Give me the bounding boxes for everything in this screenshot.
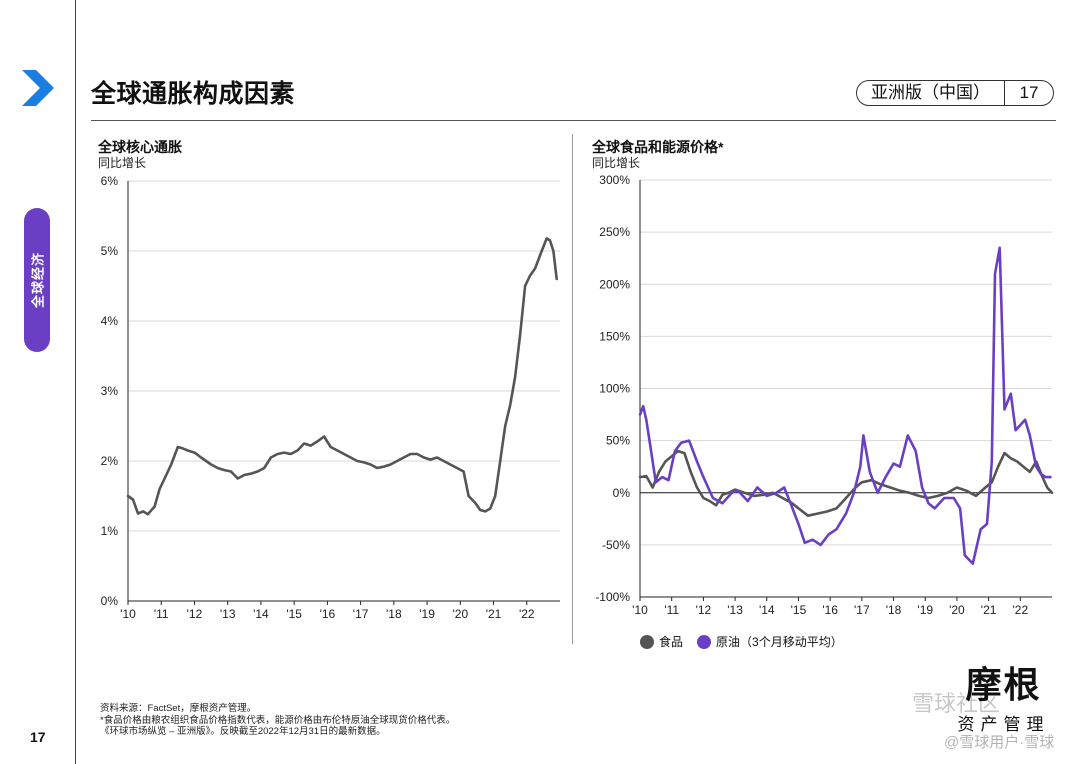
y-tick-label-foodenergy: -50% xyxy=(602,538,630,552)
legend-item-oil: 原油（3个月移动平均） xyxy=(697,633,843,650)
y-tick-label-foodenergy: 200% xyxy=(599,277,630,291)
y-tick-label-foodenergy: 300% xyxy=(599,173,630,187)
y-tick-label-core: 5% xyxy=(101,244,119,258)
x-tick-label-core: '21 xyxy=(486,607,502,621)
left-divider xyxy=(75,0,76,764)
edition-label: 亚洲版（中国） xyxy=(857,81,1005,105)
legend: 食品 原油（3个月移动平均） xyxy=(640,633,857,650)
x-tick-label-core: '14 xyxy=(253,607,269,621)
edition-badge: 亚洲版（中国） 17 xyxy=(856,80,1054,106)
brand-logo-sub: 资产管理 xyxy=(957,715,1050,734)
x-tick-label-foodenergy: '18 xyxy=(886,603,902,617)
legend-item-food: 食品 xyxy=(640,633,683,650)
x-tick-label-core: '20 xyxy=(452,607,468,621)
x-tick-label-foodenergy: '10 xyxy=(632,603,648,617)
page-title: 全球通胀构成因素 xyxy=(91,80,296,108)
legend-label-food: 食品 xyxy=(659,635,684,649)
chevron-right-icon xyxy=(22,70,54,106)
x-tick-label-foodenergy: '17 xyxy=(854,603,870,617)
x-tick-label-core: '17 xyxy=(353,607,369,621)
x-tick-label-core: '12 xyxy=(187,607,203,621)
y-tick-label-foodenergy: 0% xyxy=(613,486,631,500)
series-line-foodenergy-1 xyxy=(638,246,1052,565)
chart-subtitle-food-energy: 同比增长 xyxy=(592,156,641,170)
brand-logo-main: 摩根 xyxy=(965,664,1042,706)
chart-title-core-inflation: 全球核心通胀 xyxy=(98,139,182,155)
title-divider xyxy=(91,120,1056,121)
x-tick-label-core: '10 xyxy=(120,607,136,621)
page-number: 17 xyxy=(30,729,46,745)
chart-divider xyxy=(572,134,573,644)
y-tick-label-foodenergy: -100% xyxy=(595,590,630,604)
x-tick-label-core: '11 xyxy=(154,607,169,621)
footnote-definition: *食品价格由粮农组织食品价格指数代表，能源价格由布伦特原油全球现货价格代表。 xyxy=(100,714,456,726)
footnotes: 资料来源：FactSet，摩根资产管理。 *食品价格由粮农组织食品价格指数代表，… xyxy=(100,703,455,738)
chart-subtitle-core-inflation: 同比增长 xyxy=(98,156,147,170)
x-tick-label-core: '19 xyxy=(419,607,435,621)
edition-page-number: 17 xyxy=(1019,83,1039,102)
x-tick-label-foodenergy: '20 xyxy=(949,603,965,617)
x-tick-label-core: '16 xyxy=(320,607,336,621)
y-tick-label-foodenergy: 250% xyxy=(599,225,630,239)
x-tick-label-core: '22 xyxy=(519,607,535,621)
y-tick-label-foodenergy: 50% xyxy=(606,434,630,448)
y-tick-label-foodenergy: 100% xyxy=(599,382,630,396)
section-tab[interactable]: 全球经济 xyxy=(24,208,50,352)
legend-label-oil: 原油（3个月移动平均） xyxy=(716,635,843,649)
x-tick-label-foodenergy: '16 xyxy=(822,603,838,617)
footnote-source: 资料来源：FactSet，摩根资产管理。 xyxy=(100,703,257,714)
legend-swatch-food xyxy=(640,634,654,649)
y-tick-label-core: 6% xyxy=(101,174,119,188)
legend-swatch-oil xyxy=(697,634,712,649)
x-tick-label-foodenergy: '21 xyxy=(981,603,997,617)
x-tick-label-foodenergy: '15 xyxy=(791,603,807,617)
y-tick-label-core: 4% xyxy=(101,314,119,328)
x-tick-label-core: '18 xyxy=(386,607,402,621)
brand-logo: 摩根 资产管理 xyxy=(946,656,1061,735)
chart-title-food-energy: 全球食品和能源价格* xyxy=(592,139,724,155)
series-line-core-0 xyxy=(126,237,559,516)
x-tick-label-foodenergy: '12 xyxy=(696,603,712,617)
x-tick-label-foodenergy: '14 xyxy=(759,603,775,617)
watermark-community: 雪球社区 xyxy=(912,691,1001,716)
series-line-foodenergy-0 xyxy=(638,449,1054,518)
x-tick-label-core: '13 xyxy=(220,607,236,621)
x-tick-label-core: '15 xyxy=(286,607,302,621)
x-tick-label-foodenergy: '11 xyxy=(664,603,679,617)
footnote-date: 《环球市场纵览 – 亚洲版》。反映截至2022年12月31日的最新数据。 xyxy=(100,726,386,737)
x-tick-label-foodenergy: '22 xyxy=(1012,603,1028,617)
y-tick-label-core: 0% xyxy=(101,594,119,608)
y-tick-label-core: 2% xyxy=(101,454,119,468)
y-tick-label-core: 1% xyxy=(101,524,119,538)
watermark-user: @雪球用户·雪球 xyxy=(944,734,1055,751)
x-tick-label-foodenergy: '13 xyxy=(727,603,743,617)
y-tick-label-core: 3% xyxy=(101,384,119,398)
y-tick-label-foodenergy: 150% xyxy=(599,329,630,343)
x-tick-label-foodenergy: '19 xyxy=(917,603,933,617)
